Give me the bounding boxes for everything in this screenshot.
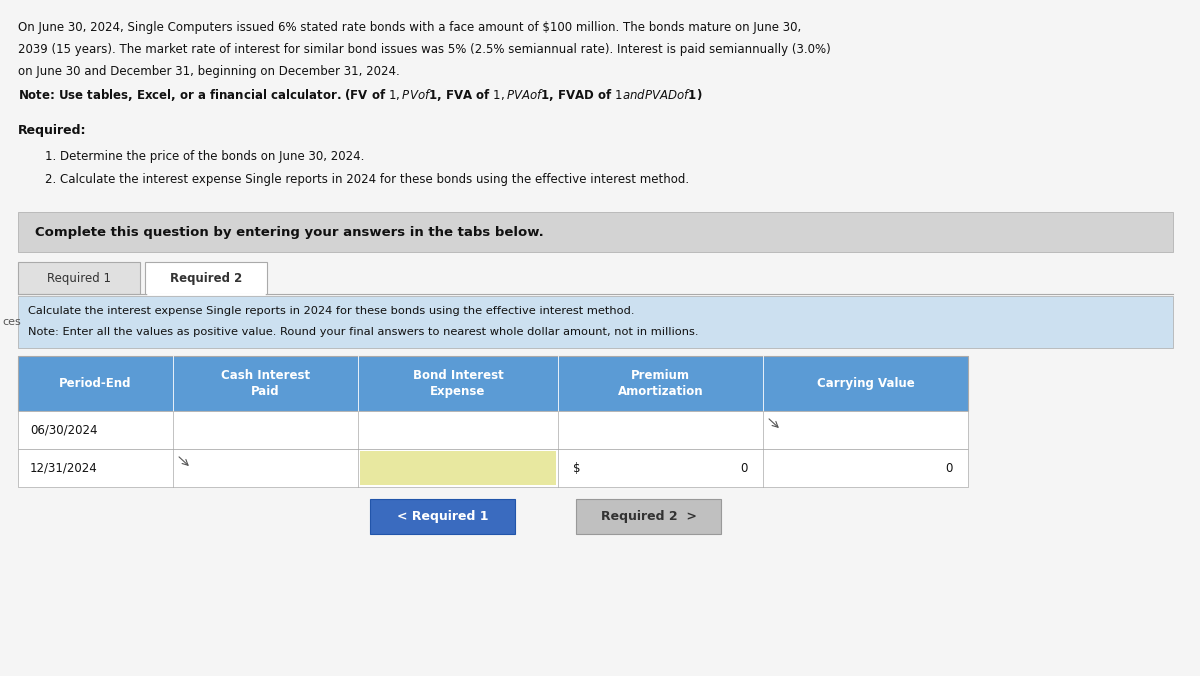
Text: 2. Calculate the interest expense Single reports in 2024 for these bonds using t: 2. Calculate the interest expense Single… — [46, 173, 689, 186]
Text: Calculate the interest expense Single reports in 2024 for these bonds using the : Calculate the interest expense Single re… — [28, 306, 635, 316]
Text: Period-End: Period-End — [59, 377, 132, 390]
Text: Required:: Required: — [18, 124, 86, 137]
Text: 1. Determine the price of the bonds on June 30, 2024.: 1. Determine the price of the bonds on J… — [46, 150, 365, 163]
Text: 0: 0 — [946, 462, 953, 475]
Text: ces: ces — [2, 317, 20, 327]
Text: Complete this question by entering your answers in the tabs below.: Complete this question by entering your … — [35, 226, 544, 239]
Text: Cash Interest
Paid: Cash Interest Paid — [221, 369, 310, 398]
Text: Required 2: Required 2 — [170, 272, 242, 285]
FancyBboxPatch shape — [18, 296, 1174, 348]
Text: Note: Enter all the values as positive value. Round your final answers to neares: Note: Enter all the values as positive v… — [28, 327, 698, 337]
FancyBboxPatch shape — [18, 262, 140, 294]
Text: Carrying Value: Carrying Value — [817, 377, 914, 390]
Text: Note: Use tables, Excel, or a financial calculator. (FV of $1, PV of $1, FVA of : Note: Use tables, Excel, or a financial … — [18, 87, 702, 103]
Text: 06/30/2024: 06/30/2024 — [30, 423, 97, 437]
Text: On June 30, 2024, Single Computers issued 6% stated rate bonds with a face amoun: On June 30, 2024, Single Computers issue… — [18, 21, 802, 34]
FancyBboxPatch shape — [360, 451, 556, 485]
FancyBboxPatch shape — [18, 411, 968, 449]
FancyBboxPatch shape — [18, 356, 968, 411]
FancyBboxPatch shape — [145, 262, 266, 294]
Text: Required 1: Required 1 — [47, 272, 112, 285]
FancyBboxPatch shape — [18, 212, 1174, 252]
FancyBboxPatch shape — [370, 499, 515, 534]
Text: Bond Interest
Expense: Bond Interest Expense — [413, 369, 503, 398]
Text: < Required 1: < Required 1 — [397, 510, 488, 523]
Text: Premium
Amortization: Premium Amortization — [618, 369, 703, 398]
Text: 12/31/2024: 12/31/2024 — [30, 462, 97, 475]
Text: Required 2  >: Required 2 > — [600, 510, 696, 523]
Text: on June 30 and December 31, beginning on December 31, 2024.: on June 30 and December 31, beginning on… — [18, 65, 400, 78]
Text: 0: 0 — [740, 462, 748, 475]
FancyBboxPatch shape — [576, 499, 721, 534]
FancyBboxPatch shape — [18, 449, 968, 487]
Text: 2039 (15 years). The market rate of interest for similar bond issues was 5% (2.5: 2039 (15 years). The market rate of inte… — [18, 43, 830, 56]
Text: $: $ — [574, 462, 581, 475]
